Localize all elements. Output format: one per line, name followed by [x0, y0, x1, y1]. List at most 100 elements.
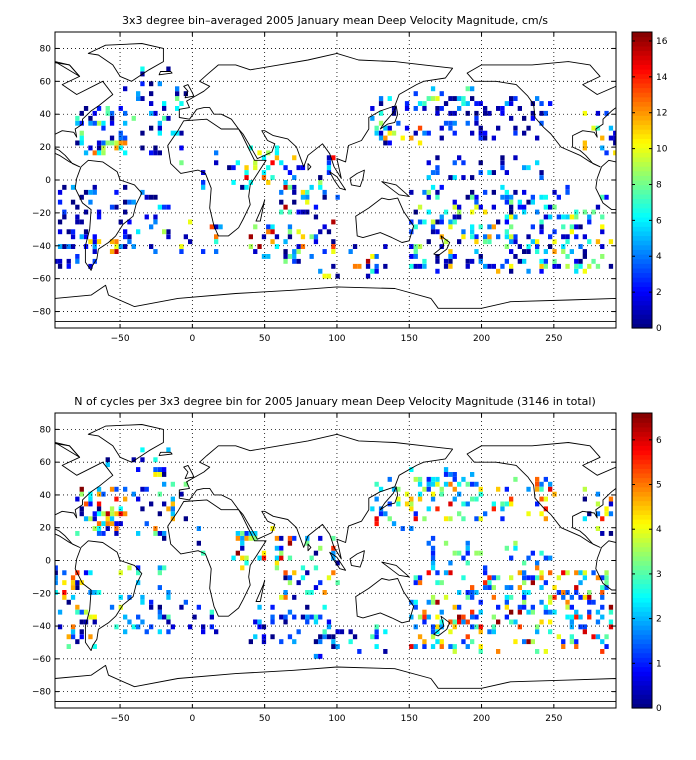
bin-cell: [500, 110, 505, 116]
bin-cell: [435, 254, 440, 259]
bin-cell: [326, 170, 332, 175]
bin-cell: [491, 204, 496, 210]
bin-cell: [430, 229, 436, 235]
bin-cell: [70, 199, 76, 205]
bin-cell: [283, 619, 288, 625]
bin-cell: [548, 629, 553, 635]
bin-cell: [248, 234, 253, 240]
bin-cell: [552, 229, 557, 235]
bin-cell: [305, 209, 310, 215]
bin-cell: [474, 110, 479, 116]
bin-cell: [509, 194, 514, 200]
bin-cell: [552, 189, 557, 195]
bin-cell: [465, 545, 470, 551]
bin-cell: [57, 244, 63, 249]
bin-cell: [92, 184, 97, 190]
bin-cell: [561, 234, 566, 240]
bin-cell: [561, 214, 566, 220]
bin-cell: [313, 204, 319, 210]
bin-cell: [331, 263, 336, 269]
bin-cell: [296, 249, 301, 254]
bin-cell: [552, 239, 557, 245]
bin-cell: [274, 145, 280, 151]
bin-cell: [404, 125, 410, 131]
bin-cell: [509, 619, 514, 625]
bin-cell: [400, 526, 405, 531]
bin-cell: [600, 594, 605, 600]
bin-cell: [149, 101, 154, 106]
bin-cell: [587, 511, 592, 517]
bin-cell: [140, 619, 145, 625]
bin-cell: [79, 120, 84, 126]
bin-cell: [266, 150, 271, 156]
bin-cell: [166, 66, 171, 72]
bin-cell: [452, 496, 457, 502]
bin-cell: [322, 634, 327, 640]
colorbar-tick-label: 2: [656, 288, 662, 298]
colorbar-tick-label: 12: [656, 109, 667, 119]
bin-cell: [153, 145, 158, 151]
bin-cell: [595, 125, 601, 131]
bin-cell: [565, 570, 570, 576]
bin-cell: [66, 644, 71, 649]
colorbar-swatch: [632, 578, 652, 585]
colorbar-swatch: [632, 101, 652, 107]
bin-cell: [465, 258, 470, 264]
bin-cell: [430, 550, 436, 556]
bin-cell: [430, 555, 436, 561]
bin-cell: [157, 585, 162, 590]
bin-cell: [509, 115, 514, 121]
bin-cell: [582, 575, 587, 581]
bin-cell: [70, 624, 76, 630]
bin-cell: [448, 570, 453, 576]
bin-cell: [214, 224, 219, 230]
bin-cell: [430, 565, 436, 571]
bin-cell: [578, 624, 583, 630]
bin-cell: [574, 609, 579, 615]
bin-cell: [500, 506, 505, 512]
bin-cell: [430, 496, 436, 502]
bin-cell: [513, 639, 518, 645]
bin-cell: [287, 609, 293, 615]
bin-cell: [409, 506, 414, 512]
bin-cell: [474, 614, 479, 620]
bin-cell: [587, 614, 592, 620]
bin-cell: [157, 204, 162, 210]
bin-cell: [75, 120, 80, 126]
bin-cell: [83, 234, 89, 240]
bin-cell: [496, 486, 501, 492]
bin-cell: [474, 115, 479, 121]
bin-cell: [292, 254, 297, 259]
bin-cell: [109, 516, 115, 522]
colorbar-swatch: [632, 249, 652, 255]
bin-cell: [153, 467, 158, 472]
bin-cell: [604, 110, 609, 116]
bin-cell: [114, 239, 119, 245]
bin-cell: [443, 516, 449, 522]
bin-cell: [300, 234, 306, 240]
bin-cell: [582, 496, 587, 502]
bin-cell: [309, 590, 314, 595]
colorbar-swatch: [632, 514, 652, 520]
bin-cell: [83, 209, 89, 215]
bin-cell: [326, 229, 332, 235]
coastline: [158, 71, 173, 76]
bin-cell: [270, 239, 275, 245]
bin-cell: [591, 125, 596, 131]
bin-cell: [422, 516, 427, 522]
bin-cell: [101, 491, 106, 497]
bin-cell: [422, 644, 427, 649]
bin-cell: [604, 194, 609, 200]
bin-cell: [491, 263, 496, 269]
colorbar-swatch: [632, 175, 652, 181]
bin-cell: [96, 521, 102, 527]
bin-cell: [96, 145, 102, 151]
bin-cell: [587, 590, 592, 595]
bin-cell: [57, 219, 63, 225]
bin-cell: [548, 214, 553, 220]
bin-cell: [88, 634, 93, 640]
bin-cell: [465, 481, 470, 487]
bin-cell: [487, 263, 492, 269]
bin-cell: [409, 599, 414, 605]
bin-cell: [383, 649, 388, 654]
